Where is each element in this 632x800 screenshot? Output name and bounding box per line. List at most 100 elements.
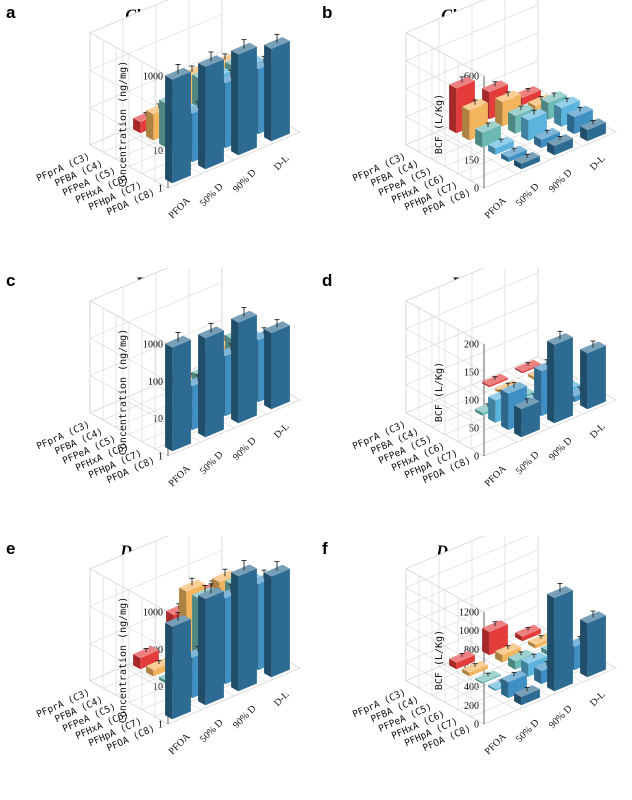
chart-a-ytick-1: 10 <box>153 146 163 157</box>
chart-e-bar-50D-c0 <box>198 583 224 706</box>
chart-c-ytick-3: 1000 <box>143 340 163 351</box>
chart-e-bar-90D-c0 <box>231 560 257 692</box>
chart-b-ytick-4: 600 <box>464 72 479 83</box>
chart-e-bar-face-front-3-0 <box>271 568 290 678</box>
chart-b-bar-DL-c0 <box>580 118 606 142</box>
chart-b-bar-face-front-3-5 <box>522 90 541 106</box>
chart-f-ytick-0: 0 <box>474 720 479 731</box>
chart-e-bar-face-front-1-5 <box>140 650 159 670</box>
chart-a-bar-face-left-0-0 <box>165 75 173 184</box>
chart-d-bar-face-front-1-0 <box>521 401 540 438</box>
chart-f-bar-face-front-1-5 <box>456 655 475 670</box>
chart-d-panel-label: d <box>322 271 332 290</box>
chart-b-bar-face-front-1-0 <box>521 155 540 170</box>
chart-e-gridline-3 <box>89 536 169 613</box>
chart-b-ytick-0: 0 <box>474 184 479 195</box>
chart-d-bar-90D-c0 <box>547 330 573 424</box>
chart-b-bar-face-left-1-3 <box>475 128 483 148</box>
chart-e-group-label-0: PFOA <box>167 731 193 757</box>
chart-a-bar-face-front-0-0 <box>172 71 191 184</box>
chart-b-panel-label: b <box>322 3 332 22</box>
chart-f-bar-50D-c3 <box>475 670 501 684</box>
chart-b-bar-face-left-1-4 <box>462 106 470 141</box>
chart-a-group-label-0: PFOA <box>167 195 193 221</box>
chart-c-bar-50D-c0 <box>198 322 224 438</box>
chart-c-bar-face-top-2-0 <box>231 310 257 323</box>
chart-d-group-label-2: 90% D <box>547 435 575 463</box>
chart-c-bar-90D-c0 <box>231 307 257 424</box>
chart-e-group-label-1: 50% D <box>198 717 226 745</box>
chart-f-bar-90D-c0 <box>547 583 573 692</box>
chart-f-group-label-1: 50% D <box>514 717 542 745</box>
chart-b-bar-face-front-1-1 <box>508 149 527 163</box>
chart-b-bar-90D-c0 <box>547 134 573 156</box>
chart-f-ytick-5: 1000 <box>459 626 479 637</box>
chart-a-bar-DL-c0 <box>264 33 290 142</box>
chart-b-bar-face-top-1-4 <box>462 98 488 111</box>
chart-b-group-label-1: 50% D <box>514 181 542 209</box>
chart-a-panel-label: a <box>6 3 16 22</box>
chart-c-bar-face-front-0-0 <box>172 339 191 452</box>
chart-f-bar-face-front-2-0 <box>554 590 573 692</box>
panel-e: eD. rerio-blood1101001000Concentration (… <box>0 536 316 798</box>
chart-c-group-label-0: PFOA <box>167 463 193 489</box>
chart-a-bar-50D-c0 <box>198 51 224 170</box>
chart-c-ytick-1: 10 <box>153 414 163 425</box>
chart-b-floorgrid-g1 <box>438 130 518 175</box>
chart-f-group-label-2: 90% D <box>547 703 575 731</box>
chart-e-bar-face-left-2-0 <box>231 572 239 692</box>
chart-f-bar-50D-c0 <box>514 685 540 706</box>
chart-e-panel-label: e <box>6 539 15 558</box>
chart-f: fD. rerio-blood020040060080010001200BCF … <box>322 536 617 757</box>
chart-f-ylabel: BCF (L/Kg) <box>434 630 445 690</box>
chart-b-bar-face-left-2-0 <box>547 142 555 156</box>
chart-f-bar-face-front-1-4 <box>469 665 488 677</box>
chart-c-bar-face-left-2-0 <box>231 318 239 424</box>
chart-f-bar-face-front-1-0 <box>521 689 540 706</box>
chart-b-bar-face-left-3-2 <box>554 104 562 127</box>
chart-a-bar-face-front-3-0 <box>271 41 290 142</box>
chart-a-ytick-0: 1 <box>158 184 163 195</box>
chart-a-bar-face-top-2-0 <box>231 42 257 55</box>
chart-f-bar-face-left-2-3 <box>508 657 516 670</box>
chart-a-bar-face-front-2-0 <box>238 46 257 156</box>
chart-e: eD. rerio-blood1101001000Concentration (… <box>6 536 301 757</box>
chart-f-bar-face-left-2-0 <box>547 594 555 692</box>
chart-c-group-label-2: 90% D <box>231 435 259 463</box>
chart-a-bar-face-left-2-0 <box>231 50 239 156</box>
chart-b-bar-50D-c5 <box>449 76 475 134</box>
panel-d: dD. magna050100150200BCF (L/Kg)PFOA (C8)… <box>316 268 632 530</box>
chart-f-bar-face-left-1-0 <box>514 692 522 706</box>
chart-c-group-label-1: 50% D <box>198 449 226 477</box>
chart-f-bar-face-left-2-4 <box>495 651 503 663</box>
chart-c-group-label-3: D-L <box>272 421 292 441</box>
chart-f-bar-face-left-2-1 <box>534 667 542 685</box>
chart-f-floorgrid-g1 <box>438 666 518 711</box>
chart-d-ytick-3: 150 <box>464 368 479 379</box>
chart-f-bar-face-left-3-0 <box>580 619 588 678</box>
chart-e-bar-face-left-1-3 <box>159 676 167 684</box>
chart-c-bar-face-left-3-0 <box>264 329 272 410</box>
chart-a-bar-face-top-1-0 <box>198 55 224 67</box>
chart-d-ylabel: BCF (L/Kg) <box>434 362 445 422</box>
chart-b-bar-90D-c1 <box>534 127 560 149</box>
chart-b-bar-50D-c2 <box>488 136 514 155</box>
chart-f-bar-50D-c1 <box>501 670 527 699</box>
chart-f-bar-face-top-2-2 <box>521 652 547 664</box>
chart-e-bar-face-front-0-0 <box>172 619 191 720</box>
chart-b-bar-face-top-3-5 <box>515 86 541 98</box>
chart-d-bar-DL-c5 <box>515 359 541 374</box>
chart-b-bar-face-left-3-0 <box>580 126 588 142</box>
chart-b-bar-face-front-2-1 <box>541 131 560 149</box>
chart-a-bar-face-left-1-3 <box>159 99 167 148</box>
chart-c-bar-face-front-3-0 <box>271 325 290 410</box>
chart-f-bar-face-top-2-3 <box>508 649 534 662</box>
chart-f-group-label-3: D-L <box>588 689 608 709</box>
chart-e-ytick-1: 10 <box>153 682 163 693</box>
chart-a-group-label-1: 50% D <box>198 181 226 209</box>
chart-e-ytick-0: 1 <box>158 720 163 731</box>
chart-e-bar-face-left-0-0 <box>165 622 173 720</box>
chart-c-bar-face-top-1-0 <box>198 326 224 339</box>
chart-c-ylabel: Concentration (ng/mg) <box>118 329 129 455</box>
